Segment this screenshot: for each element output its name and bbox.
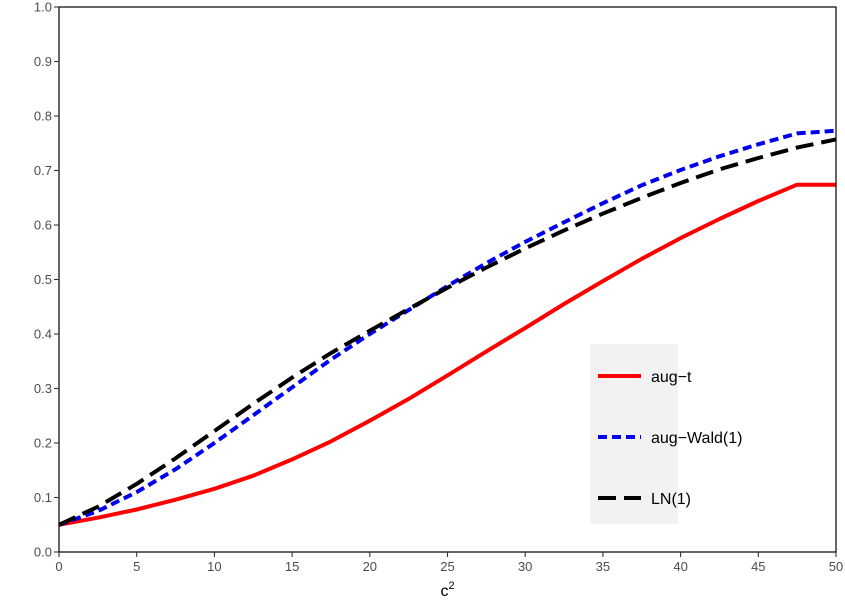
y-tick-label: 0.5	[34, 272, 52, 287]
legend-label: aug−t	[651, 369, 692, 386]
x-axis-title: c2	[440, 580, 454, 600]
x-axis-title-base: c	[440, 583, 448, 600]
y-tick-label: 0.8	[34, 109, 52, 124]
y-tick-label: 0.1	[34, 490, 52, 505]
x-tick-label: 50	[829, 559, 843, 574]
y-tick-label: 0.6	[34, 218, 52, 233]
y-axis: 0.0 0.1 0.2 0.3 0.4 0.5 0.6 0.7 0.8 0.9 1.0	[34, 0, 59, 560]
y-tick-label: 0.9	[34, 54, 52, 69]
x-tick-label: 5	[133, 559, 140, 574]
y-tick-label: 0.3	[34, 381, 52, 396]
x-axis: 0 5 10 15 20 25 30 35 40 45 50	[55, 552, 843, 574]
x-tick-label: 45	[751, 559, 765, 574]
legend-label: LN(1)	[651, 491, 691, 508]
series-layer	[58, 128, 837, 527]
x-tick-label: 40	[673, 559, 687, 574]
series-line-1	[58, 182, 836, 527]
y-tick-label: 0.0	[34, 545, 52, 560]
x-tick-label: 10	[207, 559, 221, 574]
x-tick-label: 25	[440, 559, 454, 574]
series-line-3	[58, 137, 837, 527]
x-tick-label: 0	[55, 559, 62, 574]
x-tick-label: 20	[363, 559, 377, 574]
y-tick-label: 0.7	[34, 163, 52, 178]
legend-label: aug−Wald(1)	[651, 430, 742, 447]
y-tick-label: 0.4	[34, 327, 52, 342]
x-axis-title-superscript: 2	[448, 580, 454, 592]
series-line-2	[58, 128, 837, 527]
y-tick-label: 1.0	[34, 0, 52, 15]
legend: aug−t aug−Wald(1) LN(1)	[590, 344, 742, 524]
x-tick-label: 15	[285, 559, 299, 574]
y-tick-label: 0.2	[34, 436, 52, 451]
x-tick-label: 30	[518, 559, 532, 574]
x-tick-label: 35	[596, 559, 610, 574]
